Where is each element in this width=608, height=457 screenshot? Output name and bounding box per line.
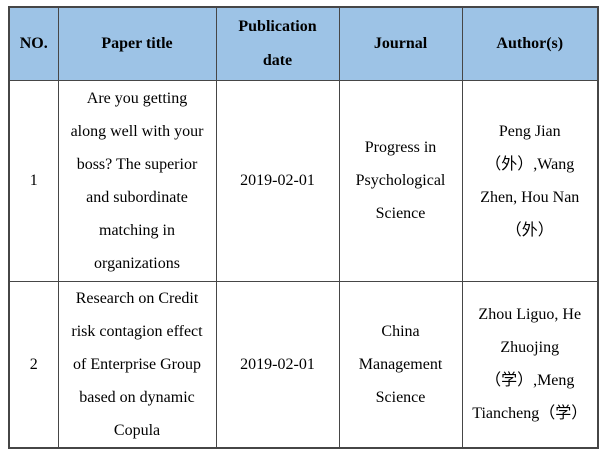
header-cell-authors: Author(s) (461, 6, 599, 81)
table-row: 2 Research on Credit risk contagion effe… (8, 280, 599, 448)
row1-publication-date-cell: 2019-02-01 (215, 79, 340, 282)
row1-paper-title-cell: Are you getting along well with your bos… (57, 79, 217, 282)
row2-no-cell: 2 (8, 280, 59, 448)
row2-journal-cell: China Management Science (338, 280, 463, 448)
row2-paper-title-cell: Research on Credit risk contagion effect… (57, 280, 217, 448)
papers-table: NO. Paper title Publication date Journal… (8, 6, 599, 449)
row1-journal-cell: Progress in Psychological Science (338, 79, 463, 282)
table-header-row: NO. Paper title Publication date Journal… (8, 6, 599, 81)
header-cell-journal: Journal (338, 6, 463, 81)
header-cell-publication-date: Publication date (215, 6, 340, 81)
table-row: 1 Are you getting along well with your b… (8, 79, 599, 282)
row2-authors-cell: Zhou Liguo, He Zhuojing （学）,Meng Tianche… (461, 280, 599, 448)
header-cell-paper-title: Paper title (57, 6, 217, 81)
row2-publication-date-cell: 2019-02-01 (215, 280, 340, 448)
row1-authors-cell: Peng Jian （外）,Wang Zhen, Hou Nan （外） (461, 79, 599, 282)
row1-no-cell: 1 (8, 79, 59, 282)
header-cell-no: NO. (8, 6, 59, 81)
